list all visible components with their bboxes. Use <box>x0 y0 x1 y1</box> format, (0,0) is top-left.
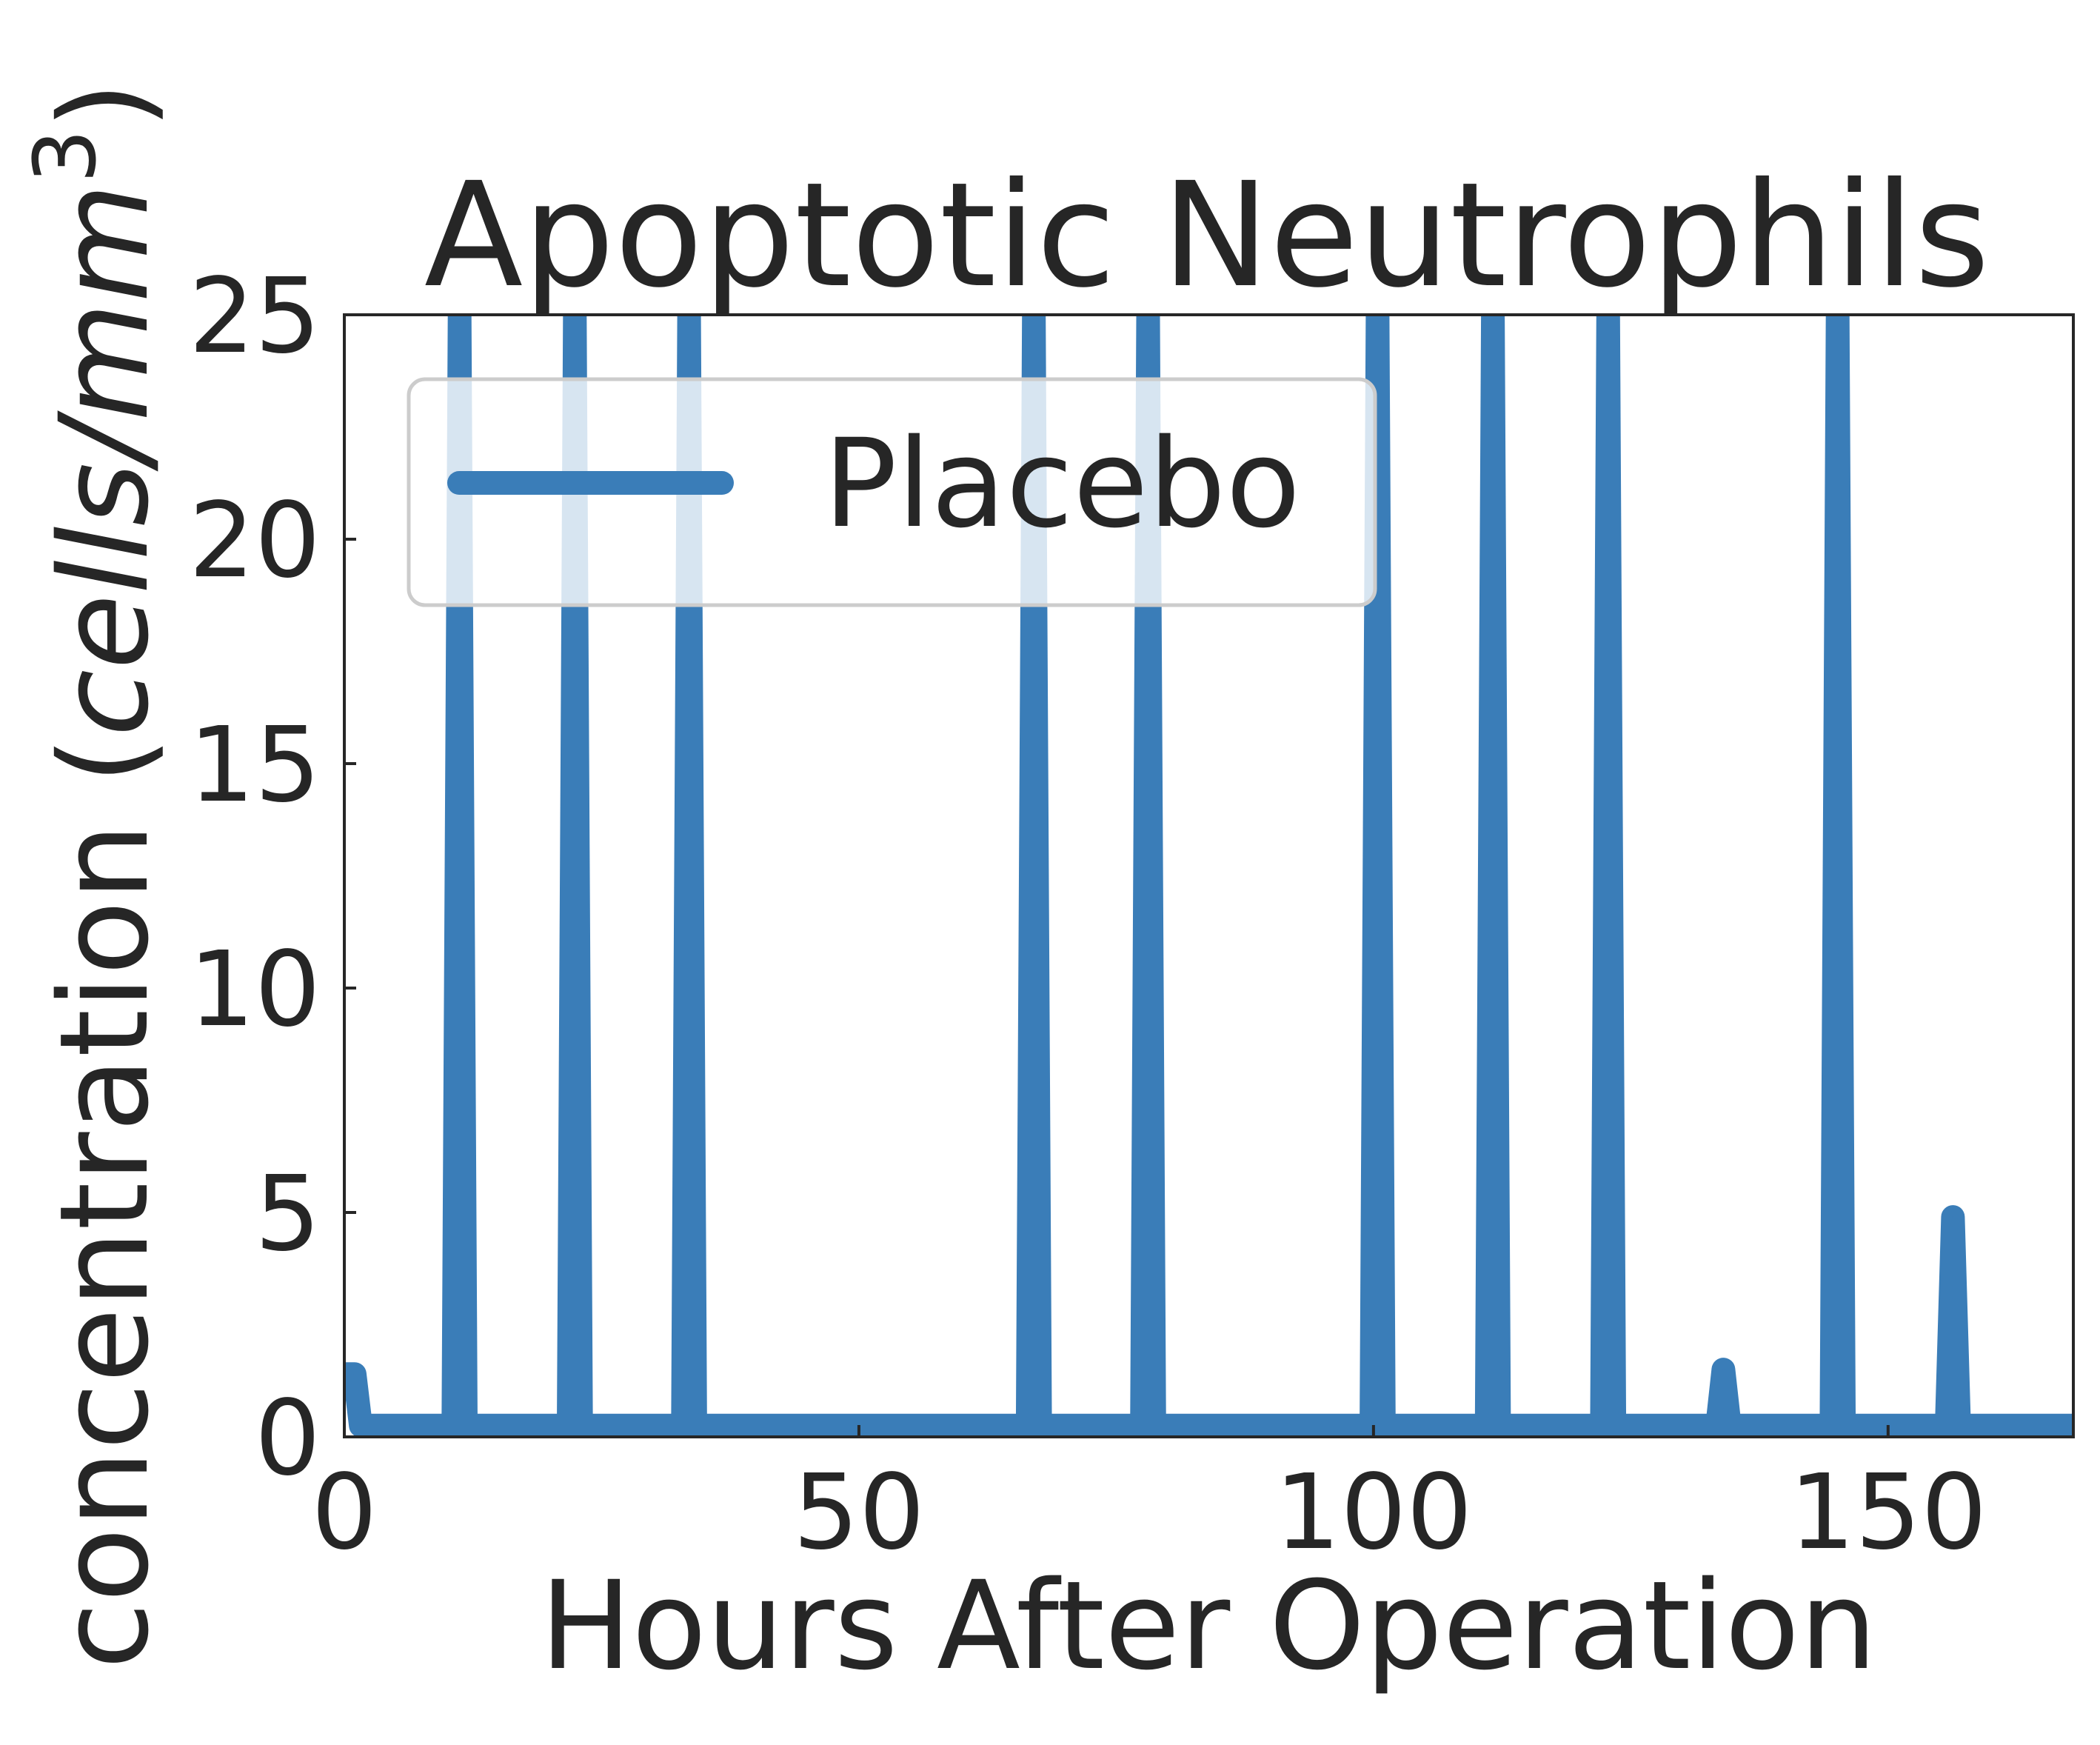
data-point-1 <box>353 1373 355 1375</box>
x-tick-label: 100 <box>1274 1452 1472 1573</box>
y-tick-label: 25 <box>189 256 321 377</box>
x-tick-label: 0 <box>311 1452 377 1573</box>
y-axis-label-unit: cells/mm <box>33 184 175 737</box>
legend-label-placebo: Placebo <box>823 413 1300 555</box>
data-point-12 <box>1952 1216 1954 1218</box>
y-axis-ticks: 0 5 10 15 20 25 <box>189 256 356 1499</box>
y-axis-label: concentration (cells/mm3) <box>16 81 175 1669</box>
x-axis-label: Hours After Operation <box>540 1555 1877 1697</box>
y-axis-label-main: concentration ( <box>33 736 175 1669</box>
y-axis-label-exponent: 3 <box>16 129 116 183</box>
y-tick-label: 20 <box>189 481 321 601</box>
y-tick-label: 5 <box>255 1154 321 1275</box>
plot-frame <box>343 313 2075 1438</box>
y-tick-label: 0 <box>255 1378 321 1499</box>
chart-title: Apoptotic Neutrophils <box>424 151 1990 319</box>
x-tick-label: 150 <box>1789 1452 1987 1573</box>
series-line-placebo <box>344 315 2073 1437</box>
legend-box <box>407 377 1377 607</box>
legend: Placebo <box>407 377 1377 607</box>
x-tick-label: 50 <box>793 1452 925 1573</box>
x-axis-ticks: 0 50 100 150 <box>311 1425 1987 1573</box>
y-tick-label: 10 <box>189 930 321 1050</box>
y-tick-label: 15 <box>189 705 321 826</box>
data-point-10 <box>1722 1369 1725 1371</box>
y-axis-label-close: ) <box>33 81 175 129</box>
